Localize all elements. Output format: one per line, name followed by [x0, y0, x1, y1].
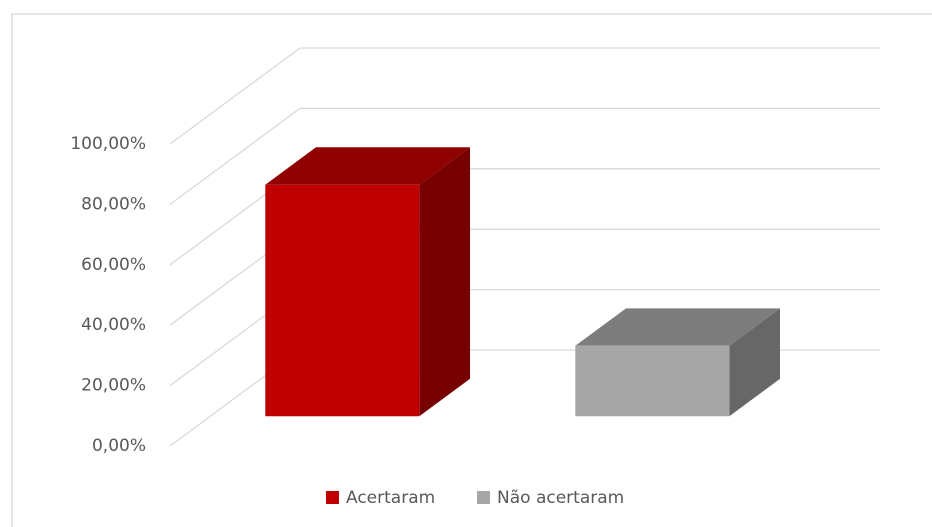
legend-label: Acertaram	[346, 488, 435, 508]
bar-top	[265, 147, 470, 185]
legend-swatch	[477, 491, 490, 504]
y-tick-label: 20,00%	[81, 376, 146, 396]
bar-side	[419, 147, 470, 417]
y-tick-label: 40,00%	[81, 315, 146, 335]
grid-line	[169, 107, 301, 205]
bar-top	[575, 308, 780, 346]
bar-front	[265, 184, 420, 417]
chart-border	[11, 13, 932, 527]
y-tick-label: 0,00%	[92, 436, 146, 456]
grid-line	[169, 47, 301, 145]
legend-label: Não acertaram	[497, 488, 624, 508]
bar-side	[729, 308, 780, 417]
y-tick-label: 60,00%	[81, 255, 146, 275]
legend-swatch	[326, 491, 339, 504]
y-tick-label: 100,00%	[70, 134, 146, 154]
y-tick-label: 80,00%	[81, 194, 146, 214]
bar-front	[575, 345, 730, 417]
